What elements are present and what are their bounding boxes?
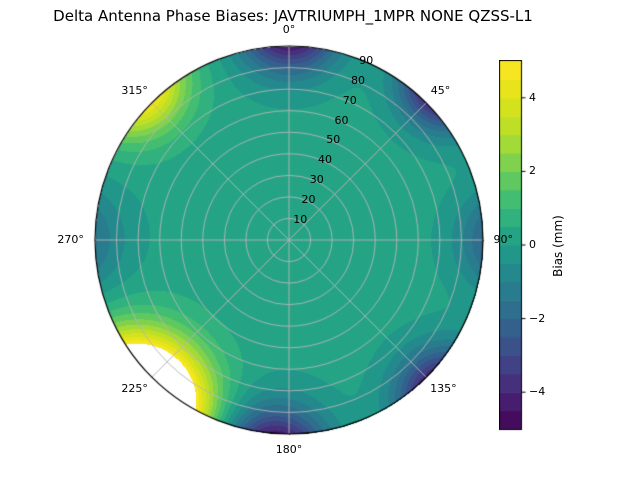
angular-tick-label: 135° [430,381,457,395]
radial-tick-label: 30 [309,173,324,187]
radial-tick-label: 80 [350,73,365,87]
radial-tick-label: 90 [359,53,374,67]
radial-tick-label: 60 [334,113,349,127]
radial-tick-label: 40 [317,153,332,167]
radial-tick-label: 70 [342,93,357,107]
colorbar-tick-label: −2 [529,311,546,325]
radial-tick-label: 20 [301,193,316,207]
colorbar-label: Bias (mm) [551,215,565,277]
angular-tick-label: 180° [275,442,303,456]
colorbar [499,60,533,432]
colorbar-tick-label: 0 [529,237,536,251]
colorbar-tick-label: −4 [529,385,546,399]
radial-tick-label: 10 [293,213,308,227]
angular-tick-label: 90° [493,232,514,246]
angular-tick-label: 225° [121,381,148,395]
chart-title: Delta Antenna Phase Biases: JAVTRIUMPH_1… [53,7,533,25]
colorbar-tick-label: 4 [529,90,536,104]
radial-tick-label: 50 [326,133,341,147]
angular-tick-label: 0° [282,22,296,36]
angular-tick-label: 315° [121,84,148,98]
colorbar-tick-label: 2 [529,164,536,178]
angular-tick-label: 270° [57,232,84,246]
angular-tick-label: 45° [430,84,451,98]
